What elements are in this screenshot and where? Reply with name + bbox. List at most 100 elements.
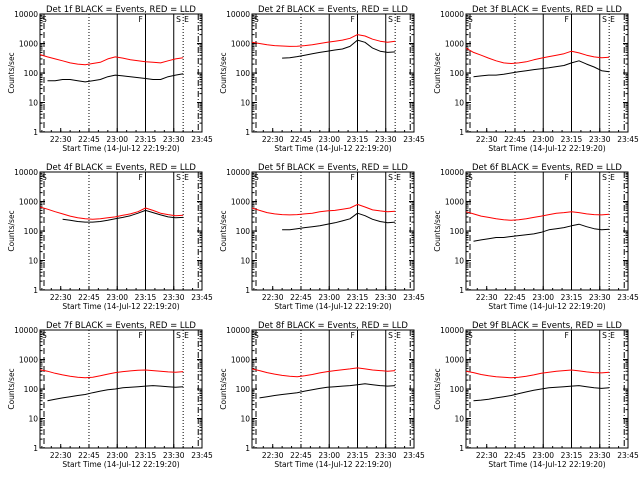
x-axis-label: Start Time (14-Jul-12 22:19:20) — [488, 144, 605, 153]
detector-panel: Det 1f BLACK = Events, RED = LLD 1 10 100 10… — [7, 5, 213, 153]
marker-label: F — [138, 15, 142, 24]
marker-label: S — [254, 173, 259, 182]
marker-label: S — [254, 15, 259, 24]
y-tick-label: 10000 — [14, 168, 38, 177]
marker-label: S — [42, 173, 47, 182]
y-tick-label: 100 — [450, 227, 465, 236]
y-tick-label: 1 — [459, 128, 464, 137]
x-tick-label: 23:30 — [375, 135, 397, 144]
y-tick-label: 1000 — [445, 198, 464, 207]
x-tick-label: 23:00 — [106, 293, 128, 302]
lld-rate-line — [465, 211, 610, 221]
detector-panel: Det 4f BLACK = Events, RED = LLD 1 10 100 10… — [7, 163, 213, 311]
y-tick-label: 100 — [24, 227, 39, 236]
y-tick-label: 10000 — [226, 10, 250, 19]
lld-rate-line — [251, 34, 396, 47]
marker-label: F — [350, 15, 354, 24]
x-tick-label: 23:45 — [617, 293, 639, 302]
y-tick-label: 1 — [33, 128, 38, 137]
panel-title: Det 3f BLACK = Events, RED = LLD — [472, 5, 622, 15]
panel-title: Det 5f BLACK = Events, RED = LLD — [258, 163, 408, 173]
x-tick-label: 22:45 — [78, 135, 100, 144]
events-rate-line — [62, 209, 184, 223]
panel-title: Det 9f BLACK = Events, RED = LLD — [472, 321, 622, 331]
x-tick-label: 23:45 — [617, 451, 639, 460]
x-tick-label: 23:00 — [106, 135, 128, 144]
y-tick-label: 10 — [28, 99, 38, 108]
y-axis-label: Counts/sec — [7, 368, 16, 409]
x-tick-label: 22:45 — [504, 135, 526, 144]
y-tick-label: 100 — [236, 385, 251, 394]
x-tick-label: 22:30 — [50, 293, 72, 302]
lld-rate-line — [39, 369, 184, 379]
y-tick-label: 1 — [245, 286, 250, 295]
x-tick-label: 22:30 — [262, 451, 284, 460]
x-tick-label: 23:45 — [191, 293, 213, 302]
x-tick-label: 22:45 — [78, 293, 100, 302]
panel-title: Det 4f BLACK = Events, RED = LLD — [46, 163, 196, 173]
x-tick-label: 22:30 — [262, 293, 284, 302]
events-rate-line — [259, 383, 396, 399]
marker-label: E — [396, 173, 401, 182]
marker-label: S — [602, 173, 607, 182]
marker-label: S — [468, 15, 473, 24]
x-tick-label: 23:15 — [561, 293, 583, 302]
x-tick-label: 23:00 — [318, 135, 340, 144]
plot-frame — [465, 171, 629, 291]
marker-label: E — [184, 15, 189, 24]
y-tick-label: 100 — [450, 69, 465, 78]
x-tick-label: 23:15 — [135, 451, 157, 460]
y-axis-label: Counts/sec — [433, 368, 442, 409]
y-tick-label: 10 — [240, 99, 250, 108]
y-axis-label: Counts/sec — [7, 210, 16, 251]
y-tick-label: 100 — [24, 385, 39, 394]
y-tick-label: 10000 — [440, 326, 464, 335]
y-tick-label: 10 — [240, 415, 250, 424]
x-tick-label: 23:45 — [191, 451, 213, 460]
y-axis-label: Counts/sec — [219, 52, 228, 93]
marker-label: F — [564, 15, 568, 24]
y-tick-label: 100 — [450, 385, 465, 394]
marker-label: S — [468, 331, 473, 340]
x-tick-label: 22:45 — [504, 451, 526, 460]
detector-panel: Det 8f BLACK = Events, RED = LLD 1 10 100 10… — [219, 321, 425, 469]
marker-label: E — [610, 331, 615, 340]
detector-panel: Det 6f BLACK = Events, RED = LLD 1 10 100 10… — [433, 163, 639, 311]
plot-frame — [465, 13, 629, 133]
x-tick-label: 23:45 — [617, 135, 639, 144]
x-tick-label: 22:30 — [262, 135, 284, 144]
y-tick-label: 10000 — [226, 326, 250, 335]
y-tick-label: 10000 — [440, 10, 464, 19]
lld-rate-line — [39, 54, 184, 66]
y-tick-label: 10 — [454, 415, 464, 424]
x-tick-label: 22:30 — [476, 293, 498, 302]
y-tick-label: 10 — [454, 257, 464, 266]
events-rate-line — [47, 73, 184, 83]
marker-label: F — [350, 331, 354, 340]
y-tick-label: 10 — [28, 415, 38, 424]
events-rate-line — [282, 212, 396, 231]
events-rate-line — [47, 385, 184, 402]
marker-label: S — [388, 173, 393, 182]
x-tick-label: 22:30 — [476, 451, 498, 460]
x-tick-label: 23:30 — [375, 293, 397, 302]
x-tick-label: 23:00 — [532, 135, 554, 144]
x-tick-label: 23:00 — [106, 451, 128, 460]
panel-title: Det 8f BLACK = Events, RED = LLD — [258, 321, 408, 331]
x-tick-label: 22:30 — [476, 135, 498, 144]
y-axis-label: Counts/sec — [219, 210, 228, 251]
marker-label: F — [138, 173, 142, 182]
plot-frame — [251, 13, 415, 133]
x-tick-label: 23:15 — [347, 135, 369, 144]
x-tick-label: 23:15 — [135, 135, 157, 144]
y-tick-label: 1 — [459, 444, 464, 453]
plot-frame — [251, 329, 415, 449]
x-tick-label: 23:15 — [561, 135, 583, 144]
y-tick-label: 1000 — [231, 40, 250, 49]
marker-label: S — [388, 15, 393, 24]
panel-title: Det 6f BLACK = Events, RED = LLD — [472, 163, 622, 173]
y-tick-label: 1 — [245, 444, 250, 453]
marker-label: S — [468, 173, 473, 182]
events-rate-line — [473, 385, 610, 402]
